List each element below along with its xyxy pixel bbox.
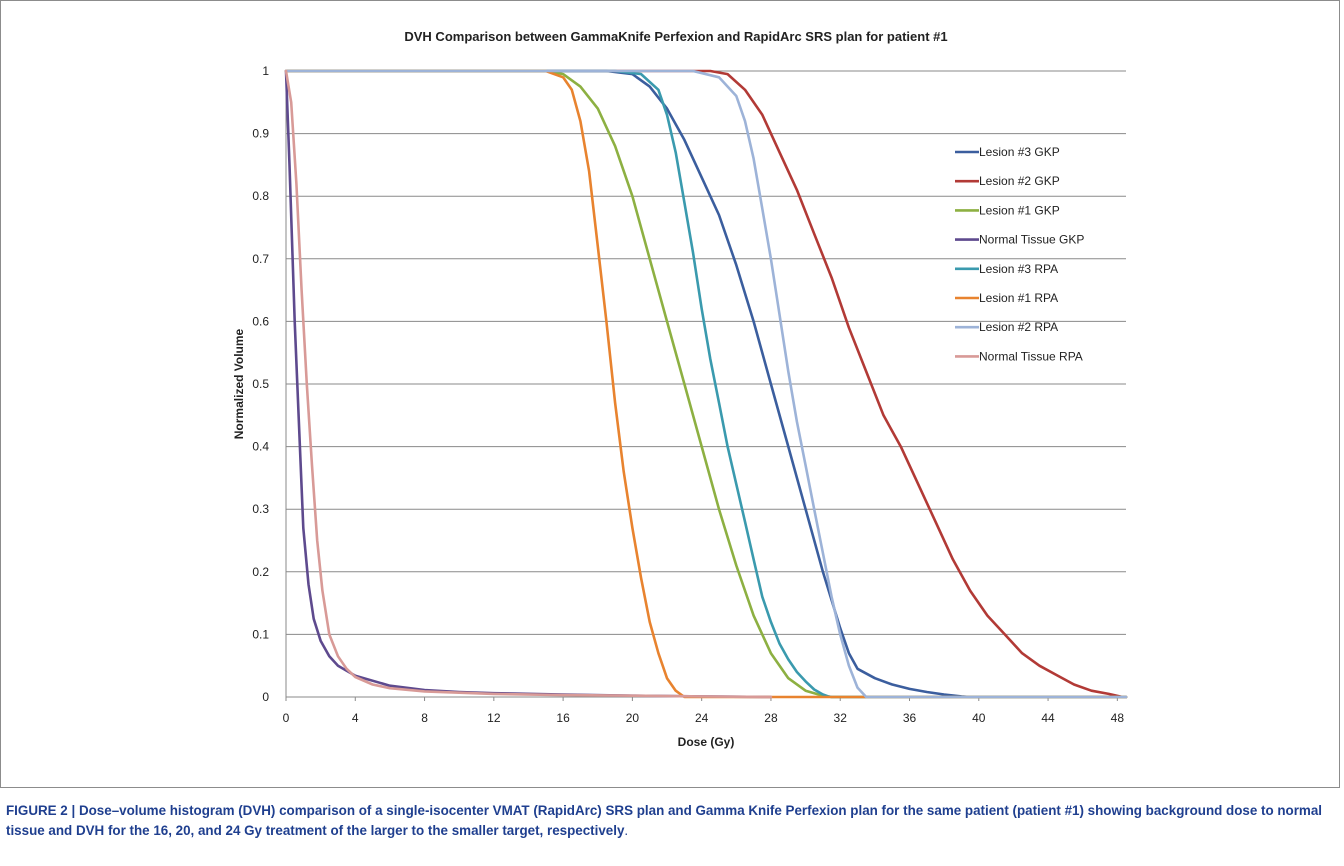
x-tick-label: 32 — [834, 711, 848, 725]
y-tick-label: 0.3 — [252, 502, 269, 516]
caption-label: FIGURE 2 — [6, 803, 68, 818]
series-line-3 — [284, 69, 1128, 699]
y-tick-label: 0.7 — [252, 252, 269, 266]
caption-separator: | — [67, 803, 79, 818]
x-tick-labels: 0 4 8 12 16 20 24 28 32 36 40 44 48 — [283, 711, 1125, 725]
legend-label: Normal Tissue GKP — [979, 233, 1084, 247]
x-tick-label: 24 — [695, 711, 709, 725]
legend-label: Lesion #3 GKP — [979, 145, 1060, 159]
y-tick-label: 0.4 — [252, 440, 269, 454]
x-tick-label: 20 — [626, 711, 640, 725]
x-tick-label: 4 — [352, 711, 359, 725]
x-tick-label: 12 — [487, 711, 501, 725]
x-tick-label: 40 — [972, 711, 986, 725]
series-line-6 — [284, 69, 1128, 699]
series-line-5 — [284, 69, 1128, 699]
y-tick-labels: 0 0.1 0.2 0.3 0.4 0.5 0.6 0.7 0.8 0.9 1 — [252, 64, 269, 704]
x-axis-title: Dose (Gy) — [678, 735, 735, 749]
x-tick-label: 16 — [556, 711, 570, 725]
legend-label: Lesion #2 GKP — [979, 174, 1060, 188]
caption-text: Dose–volume histogram (DVH) comparison o… — [6, 803, 1322, 838]
y-tick-label: 0 — [262, 690, 269, 704]
series-line-1 — [284, 69, 1128, 699]
y-axis-title: Normalized Volume — [232, 328, 246, 439]
series-line-7 — [284, 69, 1128, 699]
y-tick-label: 0.8 — [252, 189, 269, 203]
dvh-chart: DVH Comparison between GammaKnife Perfex… — [232, 29, 1128, 749]
legend-label: Normal Tissue RPA — [979, 349, 1083, 363]
legend-label: Lesion #3 RPA — [979, 262, 1058, 276]
chart-title: DVH Comparison between GammaKnife Perfex… — [404, 29, 947, 44]
legend-label: Lesion #1 GKP — [979, 203, 1060, 217]
series-line-8 — [284, 69, 773, 699]
y-tick-label: 0.9 — [252, 127, 269, 141]
y-tick-label: 0.1 — [252, 627, 269, 641]
x-tick-label: 28 — [764, 711, 778, 725]
x-tick-label: 48 — [1111, 711, 1125, 725]
figure-caption: FIGURE 2 | Dose–volume histogram (DVH) c… — [6, 801, 1336, 841]
series-line-2 — [284, 69, 1128, 699]
y-tick-label: 0.2 — [252, 565, 269, 579]
axes — [285, 71, 1126, 701]
x-tick-label: 44 — [1041, 711, 1055, 725]
legend: Lesion #3 GKP Lesion #2 GKP Lesion #1 GKP N… — [955, 145, 1084, 363]
legend-label: Lesion #1 RPA — [979, 291, 1058, 305]
series-lines — [284, 69, 1128, 699]
y-tick-label: 0.6 — [252, 314, 269, 328]
legend-label: Lesion #2 RPA — [979, 320, 1058, 334]
x-tick-label: 0 — [283, 711, 290, 725]
caption-end: . — [624, 823, 629, 838]
y-tick-label: 1 — [262, 64, 269, 78]
x-tick-label: 8 — [421, 711, 428, 725]
x-tick-label: 36 — [903, 711, 917, 725]
y-tick-label: 0.5 — [252, 377, 269, 391]
